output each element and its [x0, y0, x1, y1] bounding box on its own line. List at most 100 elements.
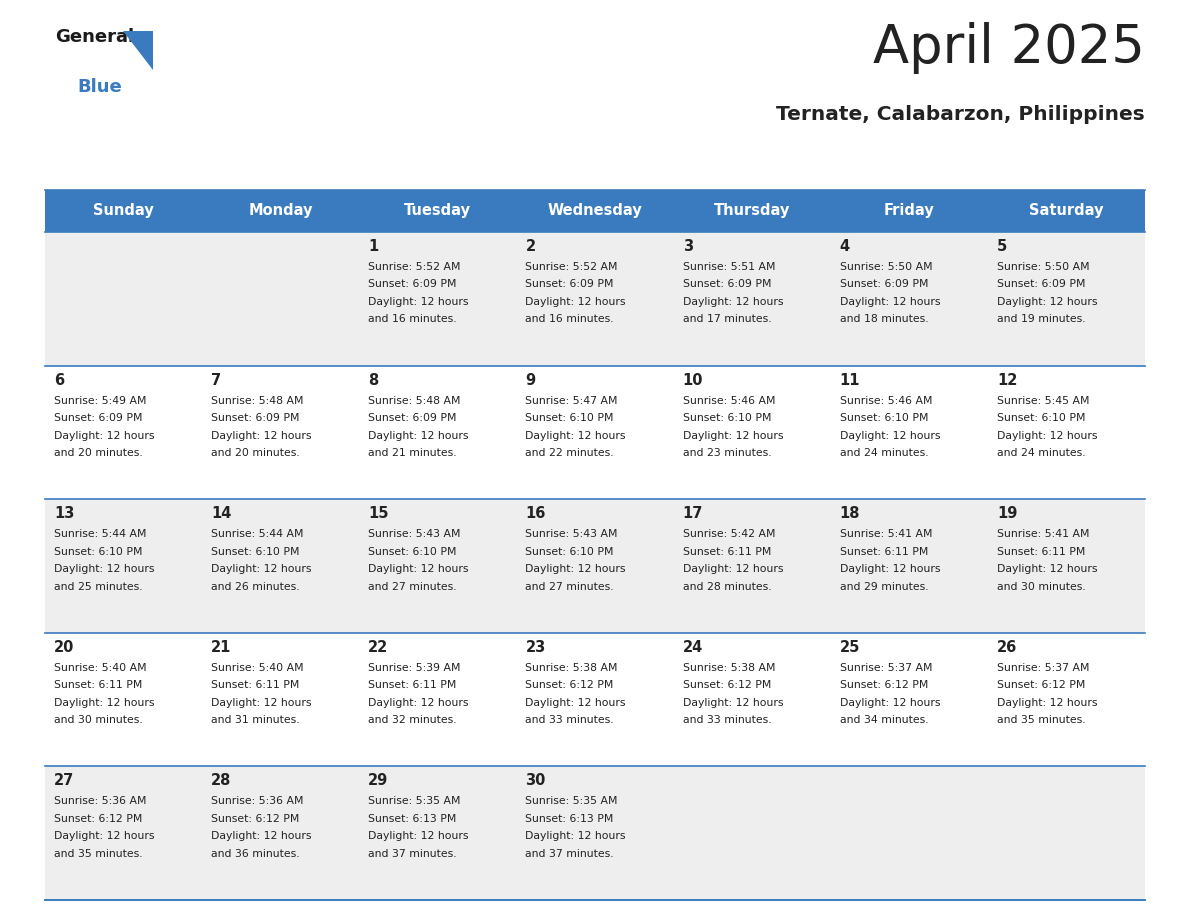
Text: Sunset: 6:09 PM: Sunset: 6:09 PM: [840, 279, 928, 289]
Text: Sunrise: 5:42 AM: Sunrise: 5:42 AM: [683, 529, 775, 539]
Bar: [359, 190, 517, 232]
Text: 3: 3: [683, 239, 693, 254]
Text: 19: 19: [997, 506, 1017, 521]
Text: Sunrise: 5:38 AM: Sunrise: 5:38 AM: [525, 663, 618, 673]
Text: Sunset: 6:10 PM: Sunset: 6:10 PM: [683, 413, 771, 423]
Bar: [202, 499, 359, 633]
Text: Daylight: 12 hours: Daylight: 12 hours: [525, 297, 626, 307]
Text: 11: 11: [840, 373, 860, 387]
Text: Daylight: 12 hours: Daylight: 12 hours: [211, 431, 311, 441]
Text: 6: 6: [53, 373, 64, 387]
Text: Sunset: 6:11 PM: Sunset: 6:11 PM: [211, 680, 299, 690]
Bar: [988, 499, 1145, 633]
Text: Blue: Blue: [77, 78, 121, 96]
Bar: [359, 365, 517, 499]
Text: Daylight: 12 hours: Daylight: 12 hours: [368, 698, 469, 708]
Bar: [674, 767, 830, 900]
Text: and 32 minutes.: and 32 minutes.: [368, 715, 457, 725]
Bar: [202, 633, 359, 767]
Text: Daylight: 12 hours: Daylight: 12 hours: [683, 698, 783, 708]
Text: Sunrise: 5:36 AM: Sunrise: 5:36 AM: [211, 797, 304, 806]
Text: General: General: [55, 28, 134, 46]
Bar: [202, 767, 359, 900]
Text: Daylight: 12 hours: Daylight: 12 hours: [997, 297, 1098, 307]
Text: Daylight: 12 hours: Daylight: 12 hours: [211, 565, 311, 574]
Text: 20: 20: [53, 640, 75, 655]
Text: Sunset: 6:10 PM: Sunset: 6:10 PM: [840, 413, 928, 423]
Text: Sunset: 6:09 PM: Sunset: 6:09 PM: [368, 279, 456, 289]
Text: 18: 18: [840, 506, 860, 521]
Bar: [517, 767, 674, 900]
Text: Daylight: 12 hours: Daylight: 12 hours: [53, 431, 154, 441]
Text: Sunrise: 5:48 AM: Sunrise: 5:48 AM: [211, 396, 304, 406]
Text: Sunset: 6:10 PM: Sunset: 6:10 PM: [525, 547, 614, 556]
Text: and 24 minutes.: and 24 minutes.: [997, 448, 1086, 458]
Text: Sunset: 6:09 PM: Sunset: 6:09 PM: [997, 279, 1086, 289]
Text: Daylight: 12 hours: Daylight: 12 hours: [368, 565, 469, 574]
Bar: [674, 190, 830, 232]
Text: Sunset: 6:11 PM: Sunset: 6:11 PM: [683, 547, 771, 556]
Text: 26: 26: [997, 640, 1017, 655]
Bar: [45, 365, 202, 499]
Text: and 37 minutes.: and 37 minutes.: [368, 849, 457, 859]
Text: 1: 1: [368, 239, 379, 254]
Text: Sunrise: 5:52 AM: Sunrise: 5:52 AM: [525, 262, 618, 272]
Text: Sunrise: 5:36 AM: Sunrise: 5:36 AM: [53, 797, 146, 806]
Bar: [202, 190, 359, 232]
Text: Daylight: 12 hours: Daylight: 12 hours: [368, 297, 469, 307]
Bar: [517, 499, 674, 633]
Text: Sunrise: 5:49 AM: Sunrise: 5:49 AM: [53, 396, 146, 406]
Text: Friday: Friday: [884, 204, 935, 218]
Bar: [830, 767, 988, 900]
Bar: [45, 190, 202, 232]
Text: Sunset: 6:09 PM: Sunset: 6:09 PM: [683, 279, 771, 289]
Text: and 24 minutes.: and 24 minutes.: [840, 448, 928, 458]
Bar: [45, 767, 202, 900]
Text: and 25 minutes.: and 25 minutes.: [53, 582, 143, 592]
Bar: [988, 232, 1145, 365]
Text: Daylight: 12 hours: Daylight: 12 hours: [997, 565, 1098, 574]
Bar: [988, 767, 1145, 900]
Text: Sunrise: 5:44 AM: Sunrise: 5:44 AM: [53, 529, 146, 539]
Text: Sunset: 6:10 PM: Sunset: 6:10 PM: [368, 547, 456, 556]
Text: Sunrise: 5:46 AM: Sunrise: 5:46 AM: [683, 396, 775, 406]
Bar: [359, 232, 517, 365]
Bar: [45, 232, 202, 365]
Text: Sunrise: 5:39 AM: Sunrise: 5:39 AM: [368, 663, 461, 673]
Text: Daylight: 12 hours: Daylight: 12 hours: [211, 698, 311, 708]
Text: and 19 minutes.: and 19 minutes.: [997, 315, 1086, 324]
Text: Sunrise: 5:51 AM: Sunrise: 5:51 AM: [683, 262, 775, 272]
Text: Sunrise: 5:50 AM: Sunrise: 5:50 AM: [840, 262, 933, 272]
Text: and 27 minutes.: and 27 minutes.: [368, 582, 457, 592]
Text: Sunset: 6:11 PM: Sunset: 6:11 PM: [368, 680, 456, 690]
Polygon shape: [124, 31, 153, 70]
Text: Sunrise: 5:41 AM: Sunrise: 5:41 AM: [840, 529, 933, 539]
Bar: [202, 232, 359, 365]
Bar: [517, 190, 674, 232]
Text: and 21 minutes.: and 21 minutes.: [368, 448, 457, 458]
Text: Sunset: 6:12 PM: Sunset: 6:12 PM: [525, 680, 614, 690]
Text: 30: 30: [525, 773, 545, 789]
Text: Daylight: 12 hours: Daylight: 12 hours: [840, 297, 940, 307]
Text: 8: 8: [368, 373, 379, 387]
Text: Sunday: Sunday: [93, 204, 154, 218]
Text: Daylight: 12 hours: Daylight: 12 hours: [525, 565, 626, 574]
Text: Daylight: 12 hours: Daylight: 12 hours: [840, 565, 940, 574]
Text: Sunset: 6:12 PM: Sunset: 6:12 PM: [997, 680, 1085, 690]
Text: 24: 24: [683, 640, 703, 655]
Text: Thursday: Thursday: [714, 204, 790, 218]
Text: and 36 minutes.: and 36 minutes.: [211, 849, 299, 859]
Text: 16: 16: [525, 506, 545, 521]
Bar: [830, 365, 988, 499]
Text: Sunset: 6:12 PM: Sunset: 6:12 PM: [840, 680, 928, 690]
Text: and 30 minutes.: and 30 minutes.: [53, 715, 143, 725]
Text: Daylight: 12 hours: Daylight: 12 hours: [525, 431, 626, 441]
Text: Tuesday: Tuesday: [404, 204, 472, 218]
Text: 25: 25: [840, 640, 860, 655]
Bar: [517, 232, 674, 365]
Text: Sunrise: 5:35 AM: Sunrise: 5:35 AM: [368, 797, 461, 806]
Text: Sunset: 6:09 PM: Sunset: 6:09 PM: [368, 413, 456, 423]
Text: April 2025: April 2025: [873, 22, 1145, 74]
Text: 14: 14: [211, 506, 232, 521]
Text: Sunrise: 5:48 AM: Sunrise: 5:48 AM: [368, 396, 461, 406]
